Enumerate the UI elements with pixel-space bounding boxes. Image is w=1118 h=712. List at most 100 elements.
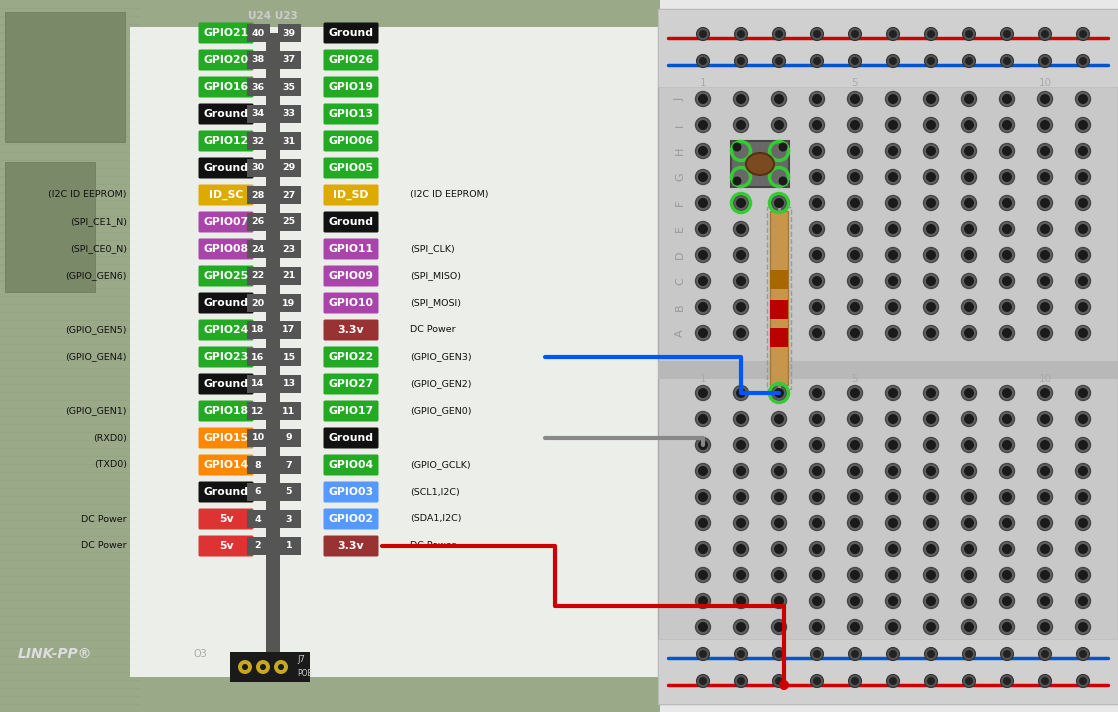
Circle shape	[1002, 120, 1012, 130]
Circle shape	[1078, 172, 1088, 182]
Circle shape	[888, 570, 898, 580]
Circle shape	[888, 276, 898, 286]
FancyBboxPatch shape	[199, 103, 254, 125]
FancyBboxPatch shape	[199, 266, 254, 286]
Circle shape	[1078, 276, 1088, 286]
Text: 25: 25	[283, 217, 295, 226]
Circle shape	[964, 250, 974, 260]
Circle shape	[774, 596, 784, 606]
Text: 34: 34	[252, 110, 265, 118]
Text: 5: 5	[852, 374, 859, 384]
Bar	[280, 461, 294, 469]
Circle shape	[1038, 196, 1052, 211]
Bar	[277, 186, 301, 204]
FancyBboxPatch shape	[199, 454, 254, 476]
Bar	[252, 407, 266, 415]
Circle shape	[923, 273, 938, 288]
Circle shape	[736, 414, 746, 424]
Text: 11: 11	[283, 407, 295, 416]
Circle shape	[771, 412, 786, 426]
Circle shape	[736, 518, 746, 528]
Text: (SDA1,I2C): (SDA1,I2C)	[410, 515, 462, 523]
Circle shape	[697, 28, 710, 41]
FancyBboxPatch shape	[199, 374, 254, 394]
Circle shape	[698, 172, 708, 182]
Circle shape	[733, 144, 748, 159]
Bar	[277, 321, 301, 339]
Circle shape	[888, 198, 898, 208]
Text: GPIO21: GPIO21	[203, 28, 248, 38]
Circle shape	[733, 594, 748, 609]
Circle shape	[733, 385, 748, 400]
Circle shape	[809, 273, 824, 288]
Circle shape	[1038, 144, 1052, 159]
Text: 1: 1	[286, 542, 292, 550]
Bar	[246, 483, 269, 501]
Bar	[4, 12, 125, 142]
Circle shape	[695, 385, 711, 400]
Text: (I2C ID EEPROM): (I2C ID EEPROM)	[410, 191, 489, 199]
Text: GPIO27: GPIO27	[329, 379, 373, 389]
FancyBboxPatch shape	[199, 481, 254, 503]
Circle shape	[811, 55, 824, 68]
Text: (I2C ID EEPROM): (I2C ID EEPROM)	[48, 191, 127, 199]
Circle shape	[923, 325, 938, 340]
Circle shape	[964, 466, 974, 476]
Text: (SPI_MOSI): (SPI_MOSI)	[410, 298, 461, 308]
Circle shape	[774, 544, 784, 554]
Circle shape	[774, 198, 784, 208]
Bar	[246, 537, 269, 555]
Circle shape	[1040, 544, 1050, 554]
Bar	[252, 299, 266, 307]
Circle shape	[736, 440, 746, 450]
Circle shape	[847, 594, 862, 609]
Circle shape	[1041, 650, 1049, 658]
Circle shape	[926, 570, 936, 580]
Circle shape	[736, 146, 746, 156]
Circle shape	[927, 30, 935, 38]
Bar	[252, 164, 266, 172]
Text: GPIO25: GPIO25	[203, 271, 248, 281]
Circle shape	[698, 250, 708, 260]
Circle shape	[774, 276, 784, 286]
Circle shape	[736, 596, 746, 606]
Circle shape	[847, 385, 862, 400]
Circle shape	[888, 622, 898, 632]
FancyBboxPatch shape	[323, 427, 379, 449]
Circle shape	[774, 120, 784, 130]
Circle shape	[1078, 250, 1088, 260]
Circle shape	[926, 198, 936, 208]
Bar	[277, 348, 301, 366]
FancyBboxPatch shape	[323, 23, 379, 43]
Circle shape	[1040, 224, 1050, 234]
Text: 31: 31	[283, 137, 295, 145]
Circle shape	[963, 647, 976, 661]
Circle shape	[695, 515, 711, 530]
Bar	[280, 380, 294, 388]
Text: ID_SD: ID_SD	[333, 190, 369, 200]
Circle shape	[1078, 94, 1088, 104]
Circle shape	[1039, 647, 1052, 661]
Circle shape	[773, 674, 786, 688]
Circle shape	[885, 515, 900, 530]
Circle shape	[923, 567, 938, 582]
Circle shape	[809, 619, 824, 634]
Circle shape	[887, 647, 900, 661]
Circle shape	[737, 650, 745, 658]
Circle shape	[964, 570, 974, 580]
Circle shape	[1077, 28, 1090, 41]
Circle shape	[926, 466, 936, 476]
Circle shape	[774, 622, 784, 632]
Bar	[252, 110, 266, 118]
Circle shape	[964, 94, 974, 104]
Circle shape	[1078, 466, 1088, 476]
Circle shape	[735, 55, 748, 68]
Bar	[280, 515, 294, 523]
Bar	[277, 213, 301, 231]
Circle shape	[698, 94, 708, 104]
Circle shape	[927, 57, 935, 65]
FancyBboxPatch shape	[323, 320, 379, 340]
Bar	[252, 56, 266, 64]
Circle shape	[1078, 518, 1088, 528]
FancyBboxPatch shape	[199, 400, 254, 422]
